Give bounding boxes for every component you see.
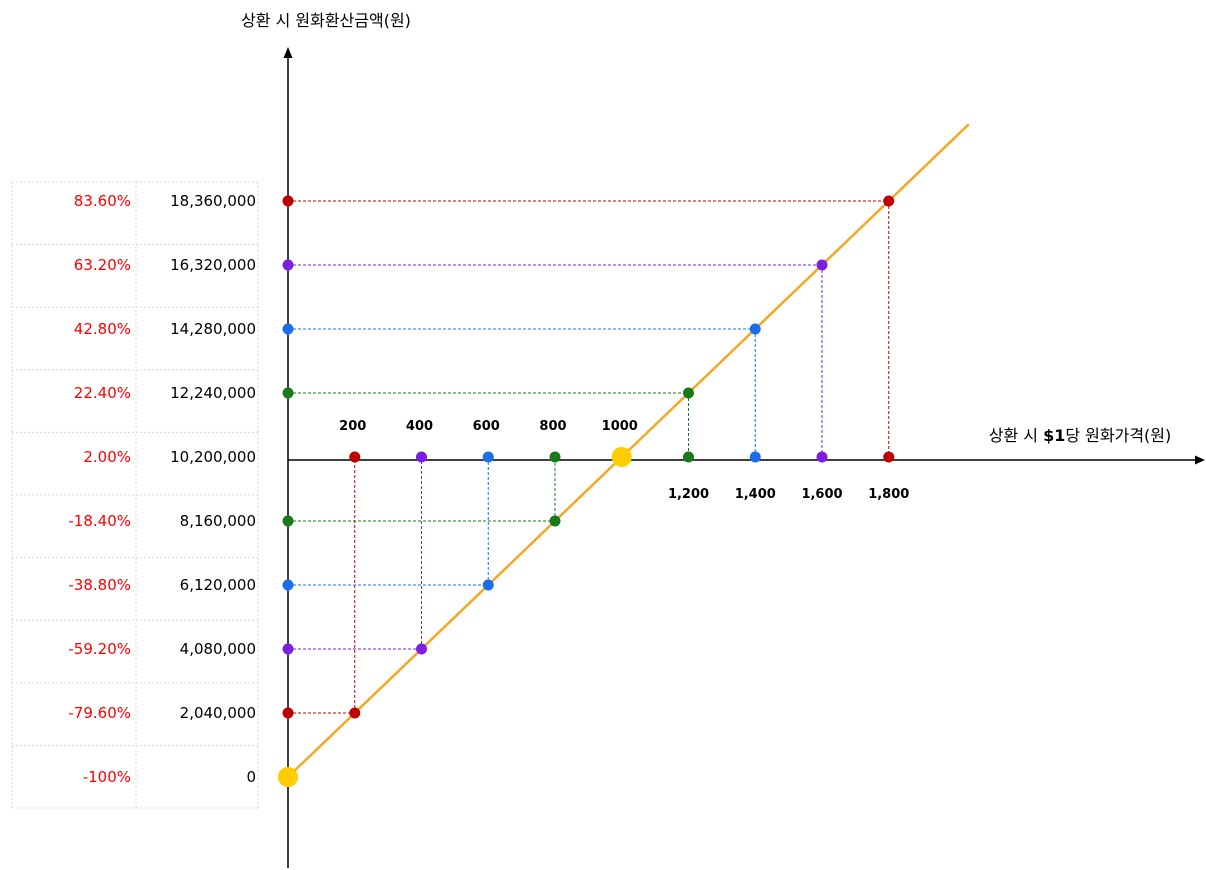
x-axis-point: [482, 451, 494, 463]
value-table-grid: [11, 181, 259, 809]
x-tick-label: 1,400: [735, 487, 776, 502]
x-tick-label: 200: [339, 419, 366, 434]
y-axis-point: [282, 643, 294, 655]
axes: [283, 47, 1205, 868]
y-axis-point: [282, 579, 294, 591]
line-point: [683, 387, 694, 399]
x-tick-label: 400: [406, 419, 433, 434]
y-tick-label: 4,080,000: [180, 640, 256, 658]
x-axis-point: [749, 451, 761, 463]
return-label: -18.40%: [68, 512, 131, 530]
return-label: 42.80%: [74, 320, 131, 338]
line-point: [749, 323, 761, 335]
return-label: -38.80%: [68, 576, 131, 594]
y-axis-point: [282, 515, 294, 527]
line-point: [816, 259, 828, 271]
y-tick-label: 16,320,000: [170, 256, 256, 274]
x-axis-title: 상환 시 $1당 원화가격(원): [989, 426, 1172, 445]
y-axis-title: 상환 시 원화환산금액(원): [241, 11, 411, 30]
y-tick-label: 0: [246, 768, 256, 786]
x-tick-label: 1,200: [668, 487, 709, 502]
y-axis-point: [282, 195, 294, 207]
x-axis-point: [549, 451, 561, 463]
x-axis-point: [883, 451, 895, 463]
return-label: -79.60%: [68, 704, 131, 722]
return-label: -59.20%: [68, 640, 131, 658]
x-tick-label: 1,600: [801, 487, 842, 502]
line-point: [883, 195, 895, 207]
x-tick-label: 800: [539, 419, 566, 434]
return-label: 83.60%: [74, 192, 131, 210]
y-tick-label: 18,360,000: [170, 192, 256, 210]
x-axis-point: [816, 451, 828, 463]
y-axis-point: [282, 707, 294, 719]
line-point: [416, 643, 427, 655]
reference-point: [278, 767, 298, 787]
line-point: [349, 707, 361, 719]
x-tick-label: 1000: [602, 419, 638, 434]
x-axis-point: [349, 451, 361, 463]
x-axis-point: [416, 451, 427, 463]
x-tick-label: 1,800: [868, 487, 909, 502]
y-tick-label: 12,240,000: [170, 384, 256, 402]
line-point: [482, 579, 494, 591]
y-axis-point: [282, 259, 294, 271]
x-axis-arrow: [1195, 455, 1205, 465]
return-label: -100%: [83, 768, 131, 786]
tick-labels: 18,360,000 83.60% 16,320,000 63.20% 14,280,0…: [68, 192, 909, 786]
return-label: 63.20%: [74, 256, 131, 274]
y-axis-point: [282, 387, 294, 399]
x-axis-title-prefix: 상환 시: [989, 426, 1043, 445]
y-tick-label: 8,160,000: [180, 512, 256, 530]
x-axis-point: [683, 451, 694, 463]
return-label: 22.40%: [74, 384, 131, 402]
return-label: 2.00%: [83, 448, 131, 466]
x-axis-title-suffix: 당 원화가격(원): [1065, 426, 1171, 445]
y-tick-label: 10,200,000: [170, 448, 256, 466]
line-point: [549, 515, 561, 527]
x-axis-title-bold: $1: [1043, 426, 1065, 445]
y-tick-label: 2,040,000: [180, 704, 256, 722]
y-axis-arrow: [283, 47, 293, 58]
y-tick-label: 6,120,000: [180, 576, 256, 594]
x-tick-label: 600: [473, 419, 500, 434]
guide-lines: [288, 200, 890, 714]
y-axis-point: [282, 323, 294, 335]
data-points: [278, 195, 895, 787]
reference-point: [611, 447, 632, 467]
y-tick-label: 14,280,000: [170, 320, 256, 338]
